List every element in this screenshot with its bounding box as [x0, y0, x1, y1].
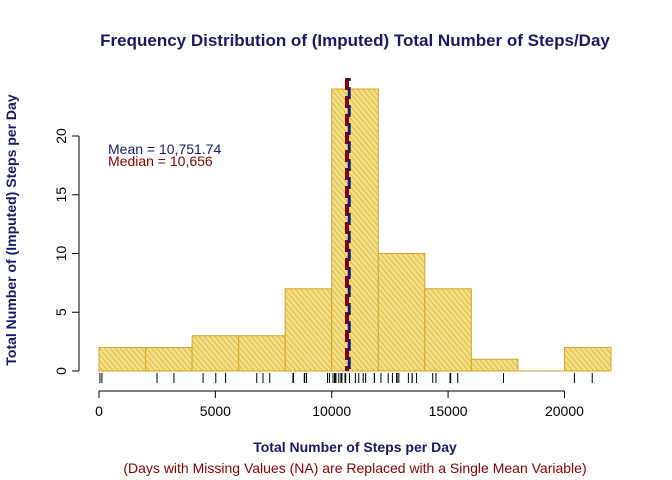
x-tick-label-3: 15000 [429, 403, 468, 419]
x-tick-label-2: 10000 [312, 403, 351, 419]
reference-lines [344, 78, 351, 371]
y-tick-label-0: 0 [53, 367, 69, 375]
histogram-bar-4 [284, 288, 333, 372]
x-tick-label-1: 5000 [200, 403, 231, 419]
histogram-bar-2 [191, 335, 240, 372]
chart-title: Frequency Distribution of (Imputed) Tota… [100, 31, 610, 50]
median-annotation: Median = 10,656 [108, 153, 213, 169]
y-tick-label-2: 10 [53, 246, 69, 262]
x-axis-label: Total Number of Steps per Day [253, 439, 457, 455]
histogram-bar-0 [98, 347, 147, 372]
axes: 0 5 10 15 20 0 5000 10000 15000 20000 [53, 128, 584, 419]
chart-subtitle: (Days with Missing Values (NA) are Repla… [123, 460, 586, 476]
histogram-bar-8 [470, 358, 519, 372]
y-tick-label-3: 15 [53, 187, 69, 203]
histogram-bar-1 [145, 347, 193, 372]
rug-marks [99, 373, 593, 383]
histogram-bar-10 [563, 347, 612, 372]
histogram-bar-3 [238, 335, 286, 372]
histogram-bar-5 [331, 88, 379, 372]
y-axis-label: Total Number of (Imputed) Steps per Day [3, 94, 19, 365]
histogram-bar-7 [424, 288, 472, 372]
mean-annotation: Mean = 10,751.74 [108, 141, 221, 157]
y-tick-label-1: 5 [53, 308, 69, 316]
x-tick-label-4: 20000 [545, 403, 584, 419]
histogram-bar-6 [377, 253, 426, 372]
x-tick-label-0: 0 [95, 403, 103, 419]
y-tick-label-4: 20 [53, 128, 69, 144]
histogram-bars [98, 88, 612, 372]
